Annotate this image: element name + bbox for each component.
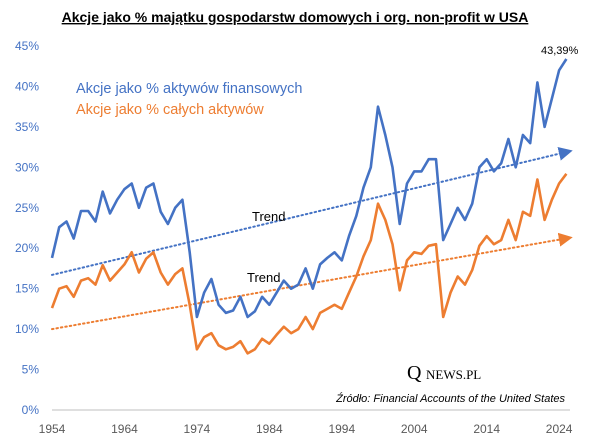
source-note: Źródło: Financial Accounts of the United… bbox=[335, 392, 565, 405]
y-tick-label: 45% bbox=[15, 39, 39, 53]
y-tick-label: 10% bbox=[15, 322, 39, 336]
x-tick-label: 1994 bbox=[328, 422, 355, 436]
legend-series-financial: Akcje jako % aktywów finansowych bbox=[76, 81, 302, 97]
trendlines bbox=[51, 146, 573, 331]
y-tick-label: 0% bbox=[22, 403, 40, 417]
x-tick-label: 1964 bbox=[111, 422, 138, 436]
y-tick-label: 25% bbox=[15, 201, 39, 215]
x-tick-label: 2014 bbox=[473, 422, 500, 436]
trend-label-blue: Trend bbox=[252, 209, 285, 224]
x-tick-label: 1984 bbox=[256, 422, 283, 436]
x-tick-label: 2024 bbox=[546, 422, 573, 436]
chart-title: Akcje jako % majątku gospodarstw domowyc… bbox=[62, 9, 529, 25]
series-lines bbox=[50, 58, 568, 355]
trend-label-orange: Trend bbox=[247, 270, 280, 285]
trendline-financial bbox=[51, 146, 573, 276]
y-tick-label: 35% bbox=[15, 120, 39, 134]
legend-series-total: Akcje jako % całych aktywów bbox=[76, 102, 264, 118]
end-value-label: 43,39% bbox=[541, 45, 579, 57]
y-tick-label: 30% bbox=[15, 160, 39, 174]
qnews-logo: Q NEWS.PL bbox=[407, 362, 481, 384]
x-tick-label: 1954 bbox=[39, 422, 66, 436]
x-axis: 1954 1964 1974 1984 1994 2004 2014 2024 bbox=[39, 422, 573, 436]
logo-text: NEWS.PL bbox=[426, 367, 481, 382]
series-line-financial bbox=[50, 58, 568, 319]
x-tick-label: 2004 bbox=[401, 422, 428, 436]
logo-letter: Q bbox=[407, 362, 422, 384]
y-tick-label: 5% bbox=[22, 363, 40, 377]
y-axis: 0% 5% 10% 15% 20% 25% 30% 35% 40% 45% bbox=[15, 39, 39, 417]
y-tick-label: 40% bbox=[15, 79, 39, 93]
x-tick-label: 1974 bbox=[184, 422, 211, 436]
series-line-total bbox=[50, 173, 568, 355]
y-tick-label: 20% bbox=[15, 241, 39, 255]
y-tick-label: 15% bbox=[15, 282, 39, 296]
